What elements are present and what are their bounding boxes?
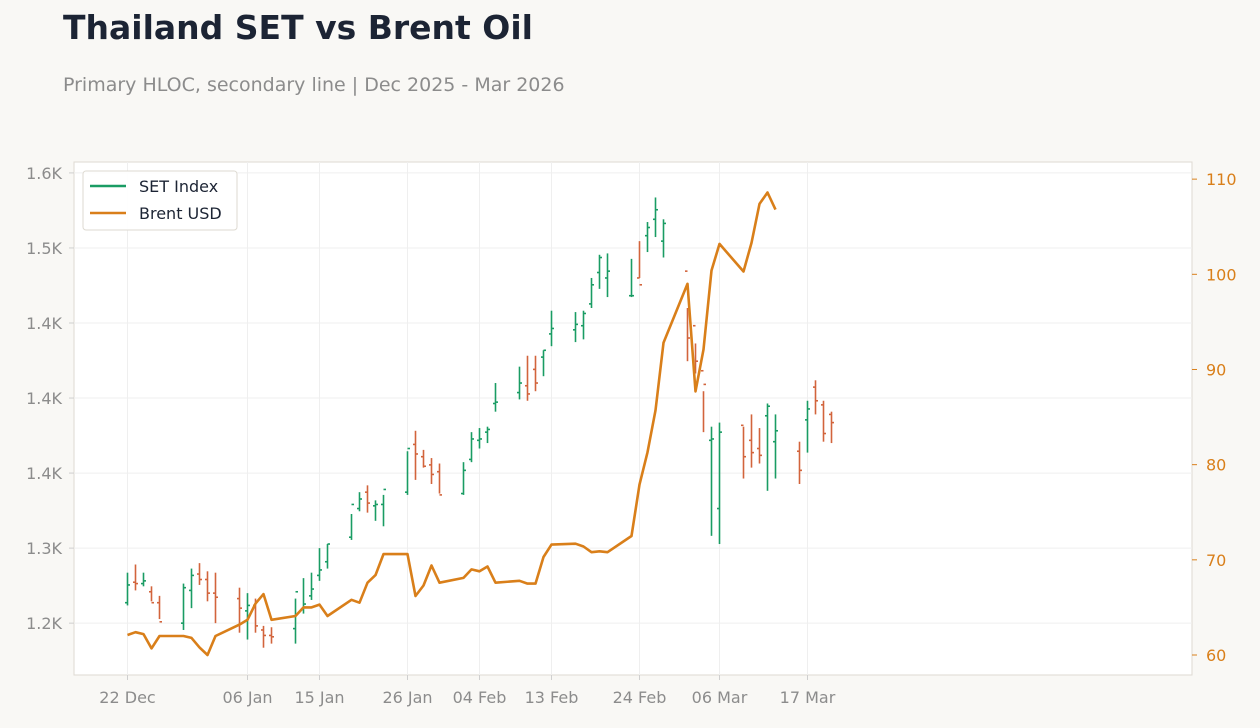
y-left-tick-label: 1.6K [26,164,62,183]
x-tick-label: 04 Feb [453,688,507,707]
y-right-tick-label: 90 [1206,360,1226,379]
hloc-bar [189,568,194,609]
x-tick-label: 24 Feb [613,688,667,707]
x-tick-label: 17 Mar [780,688,836,707]
hloc-bar [757,428,762,464]
plot-area [73,161,1193,676]
hloc-bar [261,625,266,648]
hloc-bar [805,400,810,453]
hloc-bar [533,355,538,392]
chart-subtitle: Primary HLOC, secondary line | Dec 2025 … [63,74,565,96]
y-left-tick-label: 1.3K [26,539,62,558]
hloc-bar [517,366,522,400]
y-right-tick-label: 110 [1206,170,1237,189]
hloc-bar [125,572,130,606]
hloc-bar [349,503,354,540]
hloc-bar [317,548,322,581]
hloc-bar [597,254,602,289]
hloc-bar [485,426,490,444]
hloc-bar [693,324,698,374]
hloc-bar [549,310,554,347]
hloc-bar [205,571,210,602]
y-right-tick-label: 80 [1206,456,1226,475]
hloc-bar [269,627,274,644]
y-left-tick-label: 1.5K [26,239,62,258]
hloc-bar [437,463,442,496]
hloc-bar [469,432,474,463]
hloc-bar [645,222,650,253]
hloc-bar [245,593,250,640]
hloc-bar [181,583,186,630]
x-tick-label: 15 Jan [294,688,344,707]
x-tick-label: 06 Mar [692,688,748,707]
hloc-bar [797,441,802,484]
hloc-bar [821,400,826,442]
hloc-bar [717,422,722,545]
chart-title: Thailand SET vs Brent Oil [63,8,533,47]
y-left-tick-label: 1.2K [26,614,62,633]
hloc-bar [765,403,770,491]
hloc-bar [589,277,594,308]
y-right-tick-label: 70 [1206,551,1226,570]
hloc-bar [141,572,146,587]
hloc-bar [461,462,466,495]
hloc-bar [477,428,482,449]
y-left-tick-label: 1.4K [26,464,62,483]
hloc-bar [309,572,314,600]
hloc-bar [413,430,418,480]
legend-label: Brent USD [139,204,222,223]
hloc-bar [493,383,498,412]
hloc-bar [357,492,362,512]
x-tick-label: 06 Jan [222,688,272,707]
x-tick-label: 22 Dec [99,688,155,707]
hloc-bar [381,488,386,527]
y-right-tick-label: 100 [1206,265,1237,284]
hloc-bar [293,590,298,644]
hloc-bar [813,380,818,415]
brent-line [127,191,777,657]
hloc-bar [661,219,666,258]
hloc-bar [773,414,778,479]
hloc-bar [541,349,546,377]
hloc-bar [373,500,378,521]
hloc-bar [829,411,834,444]
hloc-bar [325,543,330,569]
legend: SET Index Brent USD [82,170,238,231]
hloc-bar [741,424,746,479]
hloc-bar [685,270,690,362]
hloc-bar [157,595,162,623]
hloc-bar [405,447,410,495]
hloc-bar [133,564,138,591]
x-tick-label: 13 Feb [525,688,579,707]
x-tick-label: 26 Jan [382,688,432,707]
hloc-bar [421,449,426,468]
hloc-bar [197,563,202,585]
hloc-bar [525,355,530,401]
hloc-bar [429,458,434,484]
legend-label: SET Index [139,177,218,196]
hloc-bar [213,572,218,624]
hloc-bar [573,312,578,343]
hloc-bar [365,485,370,513]
y-left-tick-label: 1.4K [26,389,62,408]
hloc-bar [149,586,154,604]
hloc-bar [605,253,610,298]
hloc-bar [709,426,714,536]
hloc-bar [629,258,634,298]
hloc-bar [653,197,658,238]
hloc-bar [749,414,754,468]
hloc-bar [637,241,642,286]
hloc-bar [581,310,586,340]
hloc-bar [701,369,706,433]
y-right-tick-label: 60 [1206,646,1226,665]
y-left-tick-label: 1.4K [26,314,62,333]
